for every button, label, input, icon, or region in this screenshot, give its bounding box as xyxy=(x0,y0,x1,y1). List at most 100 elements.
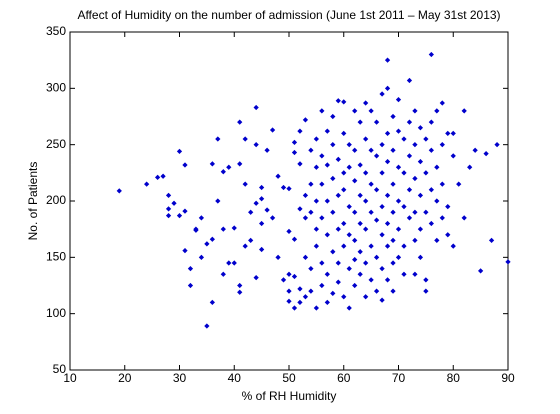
y-tick-label: 200 xyxy=(46,193,66,207)
plot-frame xyxy=(69,31,509,371)
scatter-point xyxy=(308,265,314,272)
x-axis-label: % of RH Humidity xyxy=(242,389,337,403)
scatter-point xyxy=(253,274,259,281)
scatter-point xyxy=(291,149,298,156)
scatter-point xyxy=(390,288,396,294)
scatter-point xyxy=(313,226,319,232)
scatter-point xyxy=(423,209,429,215)
scatter-point xyxy=(406,119,413,125)
scatter-point xyxy=(215,136,221,142)
scatter-point xyxy=(237,119,243,125)
scatter-point xyxy=(253,142,259,148)
x-tick-label: 60 xyxy=(337,371,351,385)
scatter-point xyxy=(286,271,292,277)
scatter-point xyxy=(406,187,413,193)
scatter-point xyxy=(384,277,391,283)
scatter-point xyxy=(445,130,451,137)
scatter-point xyxy=(297,299,303,306)
scatter-point xyxy=(379,204,385,210)
scatter-point xyxy=(379,170,385,176)
scatter-point xyxy=(215,198,221,204)
x-tick-label: 50 xyxy=(282,371,296,385)
scatter-point xyxy=(363,294,369,300)
scatter-point xyxy=(220,226,226,232)
scatter-point xyxy=(384,57,391,63)
y-tick-label: 50 xyxy=(53,362,67,376)
scatter-point xyxy=(248,237,254,244)
scatter-point xyxy=(445,232,451,238)
scatter-point xyxy=(341,99,347,105)
scatter-point xyxy=(461,108,467,114)
x-tick-label: 90 xyxy=(501,371,515,385)
scatter-point xyxy=(363,100,369,106)
scatter-point xyxy=(335,279,341,285)
scatter-point xyxy=(209,236,215,242)
scatter-point xyxy=(259,196,265,202)
scatter-point xyxy=(428,119,434,125)
x-tick-label: 40 xyxy=(228,371,242,385)
scatter-point xyxy=(346,142,352,148)
scatter-point xyxy=(220,271,226,277)
scatter-point xyxy=(472,147,478,153)
scatter-point xyxy=(384,220,391,227)
scatter-point xyxy=(341,294,347,300)
scatter-point xyxy=(417,254,424,260)
scatter-point xyxy=(461,215,467,221)
scatter-point xyxy=(291,236,298,242)
scatter-point xyxy=(373,288,380,294)
scatter-point xyxy=(439,142,445,148)
scatter-point xyxy=(450,130,456,137)
scatter-point xyxy=(297,206,303,212)
scatter-point xyxy=(259,246,265,253)
scatter-point xyxy=(335,98,341,104)
scatter-point xyxy=(368,209,374,215)
scatter-point xyxy=(363,136,369,142)
scatter-point xyxy=(319,260,325,266)
scatter-point xyxy=(395,198,402,204)
scatter-point xyxy=(319,215,325,221)
scatter-point xyxy=(237,282,243,289)
scatter-point xyxy=(352,108,358,114)
scatter-point xyxy=(264,147,270,153)
scatter-point xyxy=(384,158,391,165)
scatter-point xyxy=(280,277,287,283)
scatter-point xyxy=(330,209,336,215)
scatter-point xyxy=(231,260,237,266)
scatter-point xyxy=(352,237,358,244)
scatter-point xyxy=(428,187,434,193)
scatter-point xyxy=(204,241,210,247)
scatter-point xyxy=(434,237,440,244)
scatter-point xyxy=(253,104,259,111)
scatter-point xyxy=(390,147,396,153)
scatter-point xyxy=(395,164,402,170)
scatter-point xyxy=(439,100,445,106)
scatter-point xyxy=(417,158,424,165)
scatter-point xyxy=(182,208,188,214)
scatter-point xyxy=(308,181,314,187)
x-tick-label: 80 xyxy=(447,371,461,385)
scatter-point xyxy=(291,305,298,311)
scatter-point xyxy=(395,226,402,232)
scatter-point xyxy=(242,243,248,249)
scatter-point xyxy=(401,136,407,142)
scatter-point xyxy=(379,91,385,97)
scatter-point xyxy=(368,147,374,153)
scatter-point xyxy=(291,273,298,280)
scatter-point xyxy=(346,204,352,210)
scatter-point xyxy=(198,215,205,221)
scatter-point xyxy=(390,113,396,120)
scatter-point xyxy=(401,170,407,176)
scatter-point xyxy=(346,164,352,170)
scatter-point xyxy=(379,142,385,148)
scatter-point xyxy=(308,147,314,153)
scatter-point xyxy=(368,108,374,114)
scatter-point xyxy=(346,305,352,311)
scatter-point xyxy=(412,175,418,182)
scatter-point xyxy=(313,243,319,249)
scatter-point xyxy=(335,156,341,162)
scatter-point xyxy=(302,117,309,123)
scatter-point xyxy=(357,271,363,277)
scatter-point xyxy=(384,192,391,198)
scatter-point xyxy=(324,299,330,306)
scatter-point xyxy=(324,128,330,134)
